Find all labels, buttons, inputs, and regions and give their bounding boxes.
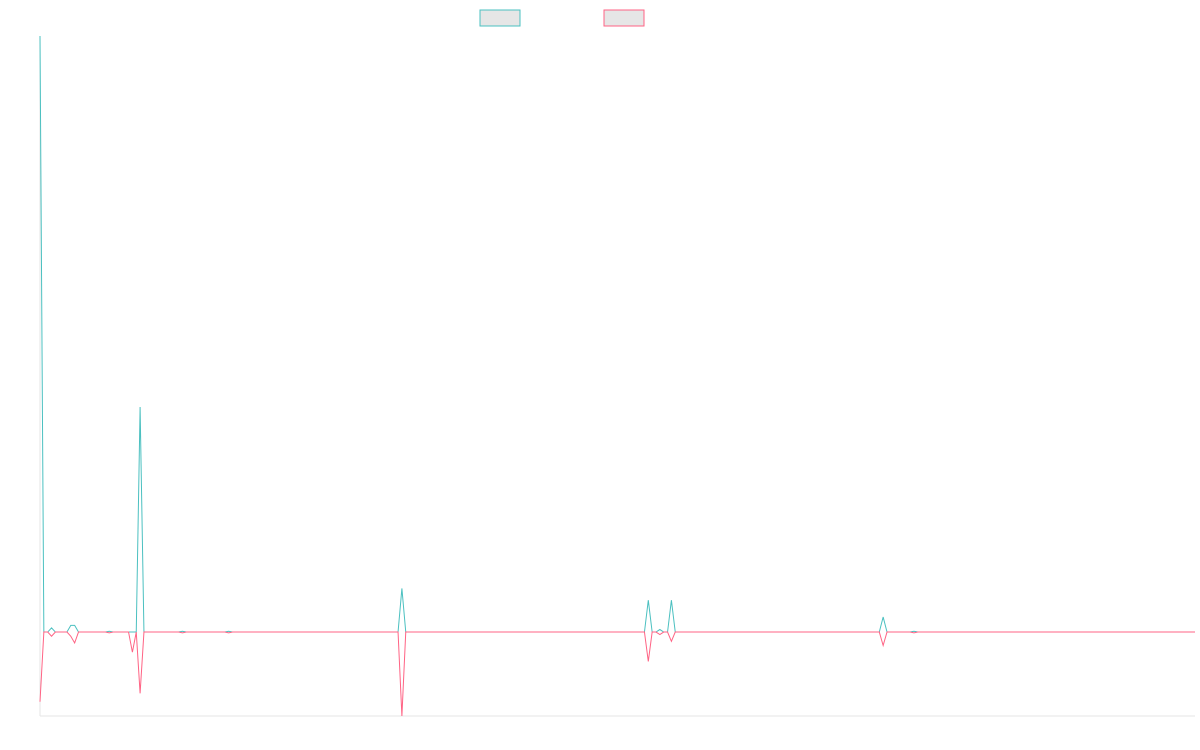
series-1-line [39, 631, 1195, 717]
series-0-line [39, 35, 1195, 633]
legend [479, 9, 645, 27]
series-1 [39, 631, 1195, 717]
series-0 [39, 35, 1195, 633]
series-layer [39, 35, 1195, 717]
legend-swatch-0[interactable] [479, 9, 521, 27]
legend-swatch-1[interactable] [603, 9, 645, 27]
